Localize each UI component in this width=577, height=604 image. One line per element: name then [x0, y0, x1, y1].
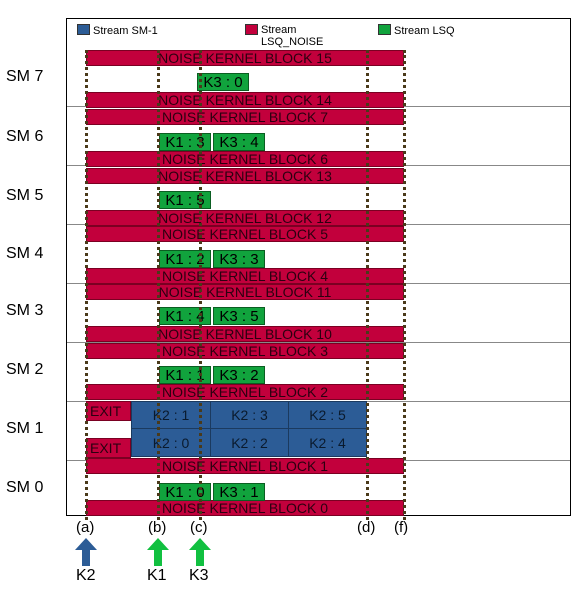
k1-block: K1 : 0: [159, 483, 211, 501]
k1-block: K1 : 4: [159, 307, 211, 325]
sm-label: SM 5: [6, 187, 44, 204]
marker-line-a: [85, 50, 88, 520]
k3-block: K3 : 3: [213, 250, 265, 268]
legend-label: Stream LSQ_NOISE: [261, 24, 324, 48]
k2-block: K2 : 5: [288, 401, 367, 429]
sm-label: SM 2: [6, 361, 44, 378]
marker-label-f: (f): [394, 519, 409, 536]
noise-kernel-block: NOISE KERNEL BLOCK 11: [86, 284, 404, 300]
legend-label: Stream SM-1: [93, 25, 158, 37]
noise-kernel-block: NOISE KERNEL BLOCK 10: [86, 326, 404, 342]
k1-block: K1 : 5: [159, 191, 211, 209]
noise-kernel-block: NOISE KERNEL BLOCK 6: [86, 151, 404, 167]
k1-block: K1 : 2: [159, 250, 211, 268]
marker-label-c: (c): [190, 519, 208, 536]
k2-block: K2 : 4: [288, 428, 367, 457]
noise-kernel-block: NOISE KERNEL BLOCK 4: [86, 268, 404, 284]
noise-kernel-block: NOISE KERNEL BLOCK 14: [86, 92, 404, 108]
k3-block: K3 : 2: [213, 366, 265, 384]
k2-arrow-icon: [75, 538, 97, 566]
k3-block: K3 : 4: [213, 133, 265, 151]
legend-item-lsq-noise: Stream LSQ_NOISE: [245, 24, 323, 48]
sm-label: SM 7: [6, 68, 44, 85]
marker-line-b: [157, 50, 160, 520]
k1-block: K1 : 1: [159, 366, 211, 384]
marker-label-b: (b): [148, 519, 167, 536]
sm-label: SM 3: [6, 302, 44, 319]
noise-kernel-block: NOISE KERNEL BLOCK 3: [86, 343, 404, 359]
legend-swatch-noise: [245, 24, 258, 35]
legend-item-lsq: Stream LSQ: [378, 24, 455, 37]
noise-kernel-block: NOISE KERNEL BLOCK 2: [86, 384, 404, 400]
sm-label: SM 1: [6, 420, 44, 437]
k3-block: K3 : 5: [213, 307, 265, 325]
k1-block: K1 : 3: [159, 133, 211, 151]
noise-kernel-block: NOISE KERNEL BLOCK 15: [86, 50, 404, 66]
noise-kernel-block: NOISE KERNEL BLOCK 13: [86, 168, 404, 184]
kernel-label-k1: K1: [147, 567, 167, 584]
noise-kernel-block: NOISE KERNEL BLOCK 12: [86, 210, 404, 226]
marker-label-d: (d): [357, 519, 376, 536]
k2-block: K2 : 1: [131, 401, 211, 429]
exit-block: EXIT: [86, 438, 131, 458]
noise-kernel-block: NOISE KERNEL BLOCK 1: [86, 458, 404, 474]
marker-line-d: [366, 50, 369, 520]
row-separator: [67, 342, 570, 343]
noise-kernel-block: NOISE KERNEL BLOCK 7: [86, 109, 404, 125]
legend-swatch-sm1: [77, 24, 90, 35]
k3-block: K3 : 1: [213, 483, 265, 501]
marker-label-a: (a): [76, 519, 95, 536]
legend-item-sm1: Stream SM-1: [77, 24, 158, 37]
k2-block: K2 : 2: [210, 428, 289, 457]
sm-label: SM 6: [6, 128, 44, 145]
marker-line-f: [403, 50, 406, 520]
k3-block: K3 : 0: [197, 73, 249, 91]
k2-block: K2 : 3: [210, 401, 289, 429]
noise-kernel-block: NOISE KERNEL BLOCK 0: [86, 500, 404, 516]
legend-swatch-lsq: [378, 24, 391, 35]
marker-line-c: [199, 50, 202, 520]
sm-label: SM 4: [6, 245, 44, 262]
exit-block: EXIT: [86, 401, 131, 421]
kernel-label-k2: K2: [76, 567, 96, 584]
sm-label: SM 0: [6, 479, 44, 496]
k1-arrow-icon: [147, 538, 169, 566]
k3-arrow-icon: [189, 538, 211, 566]
k2-block: K2 : 0: [131, 428, 211, 457]
legend-label: Stream LSQ: [394, 25, 455, 37]
noise-kernel-block: NOISE KERNEL BLOCK 5: [86, 226, 404, 242]
kernel-label-k3: K3: [189, 567, 209, 584]
